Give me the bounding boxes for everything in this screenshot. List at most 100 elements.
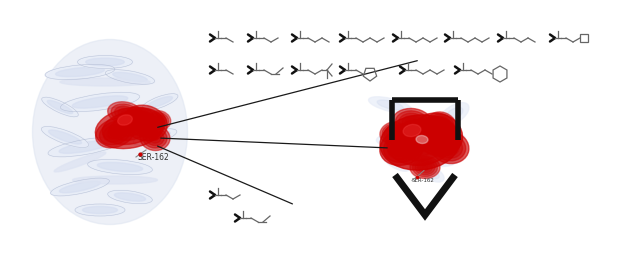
Ellipse shape	[387, 120, 453, 166]
Ellipse shape	[384, 126, 400, 139]
Ellipse shape	[380, 149, 410, 171]
Ellipse shape	[380, 115, 460, 170]
Ellipse shape	[388, 129, 396, 136]
Ellipse shape	[396, 111, 429, 134]
Ellipse shape	[385, 135, 413, 144]
Ellipse shape	[403, 124, 421, 136]
Ellipse shape	[105, 70, 155, 84]
Ellipse shape	[123, 105, 167, 141]
Ellipse shape	[149, 111, 171, 129]
Ellipse shape	[409, 120, 415, 125]
Ellipse shape	[137, 116, 143, 120]
Ellipse shape	[407, 134, 433, 151]
Ellipse shape	[430, 114, 454, 135]
Ellipse shape	[48, 137, 122, 157]
Ellipse shape	[111, 130, 119, 136]
Ellipse shape	[114, 106, 135, 120]
Ellipse shape	[113, 72, 147, 82]
Ellipse shape	[121, 111, 128, 115]
Ellipse shape	[127, 109, 163, 137]
Ellipse shape	[389, 130, 420, 143]
Ellipse shape	[368, 97, 411, 113]
Ellipse shape	[123, 124, 137, 132]
Ellipse shape	[413, 113, 462, 156]
Ellipse shape	[41, 126, 89, 148]
Ellipse shape	[387, 153, 404, 167]
Ellipse shape	[88, 159, 152, 175]
Ellipse shape	[118, 109, 132, 117]
Ellipse shape	[392, 109, 432, 136]
Ellipse shape	[390, 131, 394, 134]
Ellipse shape	[135, 114, 145, 122]
Ellipse shape	[428, 158, 447, 165]
Ellipse shape	[131, 112, 149, 124]
Ellipse shape	[426, 124, 450, 145]
Ellipse shape	[427, 112, 457, 137]
Ellipse shape	[402, 116, 422, 129]
Ellipse shape	[416, 122, 465, 139]
Ellipse shape	[59, 141, 111, 153]
Ellipse shape	[116, 120, 144, 136]
Ellipse shape	[447, 145, 453, 150]
Text: SER-162: SER-162	[412, 178, 435, 183]
Ellipse shape	[158, 118, 162, 122]
Ellipse shape	[129, 110, 151, 126]
Ellipse shape	[384, 133, 420, 162]
Ellipse shape	[441, 140, 459, 155]
Ellipse shape	[143, 128, 167, 148]
Ellipse shape	[407, 128, 432, 136]
Ellipse shape	[56, 67, 104, 77]
Ellipse shape	[425, 125, 455, 136]
Ellipse shape	[140, 125, 170, 150]
Ellipse shape	[417, 133, 438, 143]
Ellipse shape	[432, 116, 451, 133]
Ellipse shape	[382, 124, 402, 141]
Ellipse shape	[438, 137, 462, 158]
Ellipse shape	[51, 178, 109, 196]
Ellipse shape	[111, 104, 139, 122]
Ellipse shape	[422, 156, 453, 167]
Ellipse shape	[401, 120, 443, 131]
Ellipse shape	[96, 118, 135, 148]
Ellipse shape	[60, 181, 100, 193]
Ellipse shape	[149, 133, 161, 143]
Ellipse shape	[47, 100, 73, 114]
Ellipse shape	[77, 55, 133, 68]
Ellipse shape	[430, 128, 446, 142]
Ellipse shape	[423, 166, 427, 169]
Ellipse shape	[435, 118, 449, 131]
Ellipse shape	[440, 154, 457, 163]
Ellipse shape	[418, 117, 458, 152]
Ellipse shape	[131, 112, 158, 134]
Ellipse shape	[54, 152, 106, 172]
Ellipse shape	[126, 108, 154, 128]
Ellipse shape	[136, 116, 154, 130]
Ellipse shape	[100, 121, 131, 145]
Ellipse shape	[377, 132, 422, 147]
Ellipse shape	[154, 115, 166, 126]
Ellipse shape	[109, 116, 150, 140]
Ellipse shape	[133, 129, 177, 145]
Ellipse shape	[420, 165, 444, 182]
Ellipse shape	[72, 96, 128, 108]
Ellipse shape	[434, 152, 463, 167]
Ellipse shape	[434, 131, 442, 138]
Ellipse shape	[380, 130, 424, 165]
Ellipse shape	[444, 142, 456, 153]
Ellipse shape	[151, 112, 169, 128]
Ellipse shape	[97, 162, 143, 172]
Ellipse shape	[60, 78, 150, 86]
Ellipse shape	[440, 122, 444, 126]
Ellipse shape	[399, 145, 405, 150]
Ellipse shape	[414, 138, 426, 147]
Ellipse shape	[434, 134, 465, 161]
Ellipse shape	[42, 97, 78, 117]
Ellipse shape	[152, 135, 158, 140]
Ellipse shape	[438, 103, 469, 126]
Ellipse shape	[413, 158, 438, 177]
Ellipse shape	[104, 124, 126, 142]
Ellipse shape	[431, 131, 469, 164]
Ellipse shape	[420, 164, 430, 171]
Ellipse shape	[395, 133, 414, 141]
Ellipse shape	[146, 130, 164, 145]
